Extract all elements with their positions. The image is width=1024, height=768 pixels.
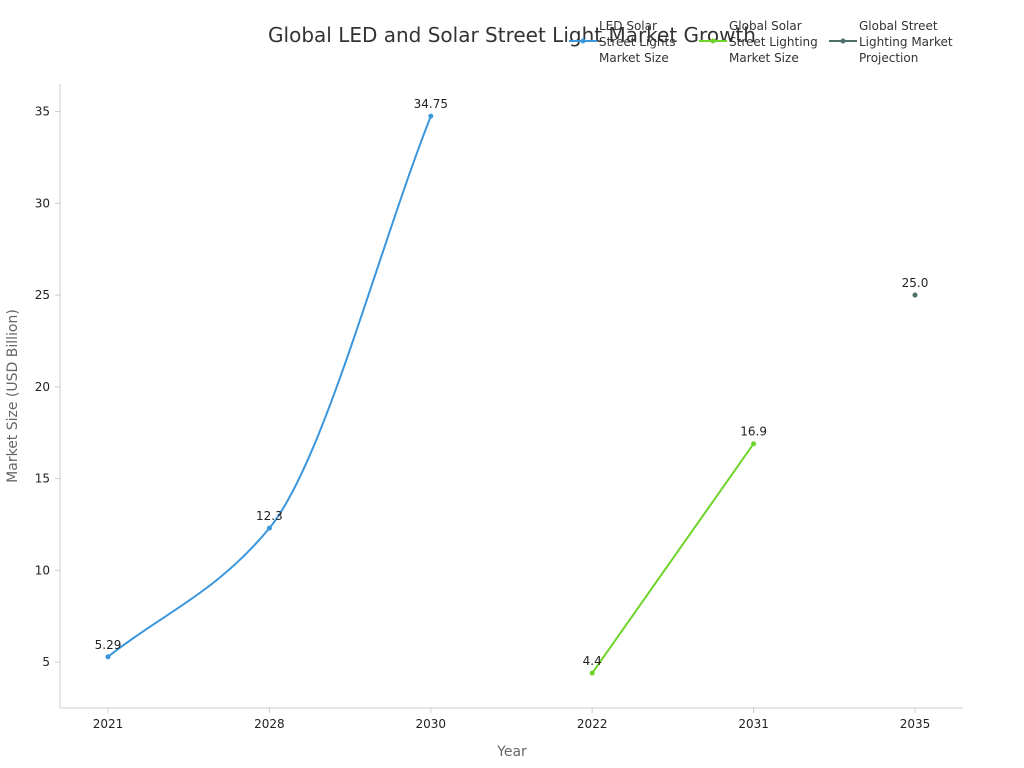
legend-label: Global Solar Street Lighting Market Size — [729, 19, 818, 65]
y-tick-label: 20 — [35, 380, 50, 394]
series-2: 4.4 16.9 — [583, 425, 767, 676]
x-tick-label: 2021 — [93, 717, 124, 731]
legend-label: Global Street Lighting Market Projection — [859, 19, 953, 65]
data-point[interactable] — [589, 670, 595, 676]
y-tick-label: 15 — [35, 472, 50, 486]
y-tick-label: 10 — [35, 563, 50, 577]
legend-swatch-marker — [840, 38, 846, 44]
legend[interactable]: LED Solar Street Lights Market Size Global … — [569, 19, 953, 65]
data-point[interactable] — [751, 441, 757, 447]
legend-item[interactable]: Global Solar Street Lighting Market Size — [699, 19, 818, 65]
legend-label: LED Solar Street Lights Market Size — [599, 19, 675, 65]
data-point[interactable] — [266, 525, 272, 531]
chart-title: Global LED and Solar Street Light Market… — [268, 23, 756, 47]
legend-item[interactable]: Global Street Lighting Market Projection — [829, 19, 953, 65]
data-point[interactable] — [912, 292, 918, 298]
y-tick-label: 5 — [42, 655, 50, 669]
x-axis-title: Year — [496, 744, 527, 760]
x-tick-label: 2035 — [900, 717, 931, 731]
series-layer: 5.29 12.3 34.75 4.4 16.9 25.0 — [95, 97, 929, 676]
series-3: 25.0 — [902, 276, 929, 298]
data-point[interactable] — [428, 113, 434, 119]
y-tick-label: 35 — [35, 105, 50, 119]
data-label: 4.4 — [583, 654, 602, 668]
x-tick-label: 2030 — [416, 717, 447, 731]
y-tick-label: 25 — [35, 288, 50, 302]
axes: 5 10 15 20 25 30 35 2021 2028 2030 2022 2031 2035 — [35, 84, 963, 731]
data-label: 25.0 — [902, 276, 929, 290]
legend-item[interactable]: LED Solar Street Lights Market Size — [569, 19, 675, 65]
y-axis-title: Market Size (USD Billion) — [5, 309, 21, 483]
series-2-line — [591, 443, 755, 674]
data-label: 12.3 — [256, 509, 283, 523]
x-tick-label: 2022 — [577, 717, 608, 731]
x-tick-label: 2031 — [738, 717, 769, 731]
legend-swatch-marker — [580, 38, 586, 44]
data-point[interactable] — [105, 654, 111, 660]
data-label: 34.75 — [414, 97, 448, 111]
data-label: 16.9 — [740, 425, 767, 439]
y-tick-label: 30 — [35, 196, 50, 210]
legend-swatch-marker — [710, 38, 716, 44]
series-1-line — [107, 115, 432, 658]
data-label: 5.29 — [95, 638, 122, 652]
series-1: 5.29 12.3 34.75 — [95, 97, 448, 660]
x-tick-label: 2028 — [254, 717, 285, 731]
